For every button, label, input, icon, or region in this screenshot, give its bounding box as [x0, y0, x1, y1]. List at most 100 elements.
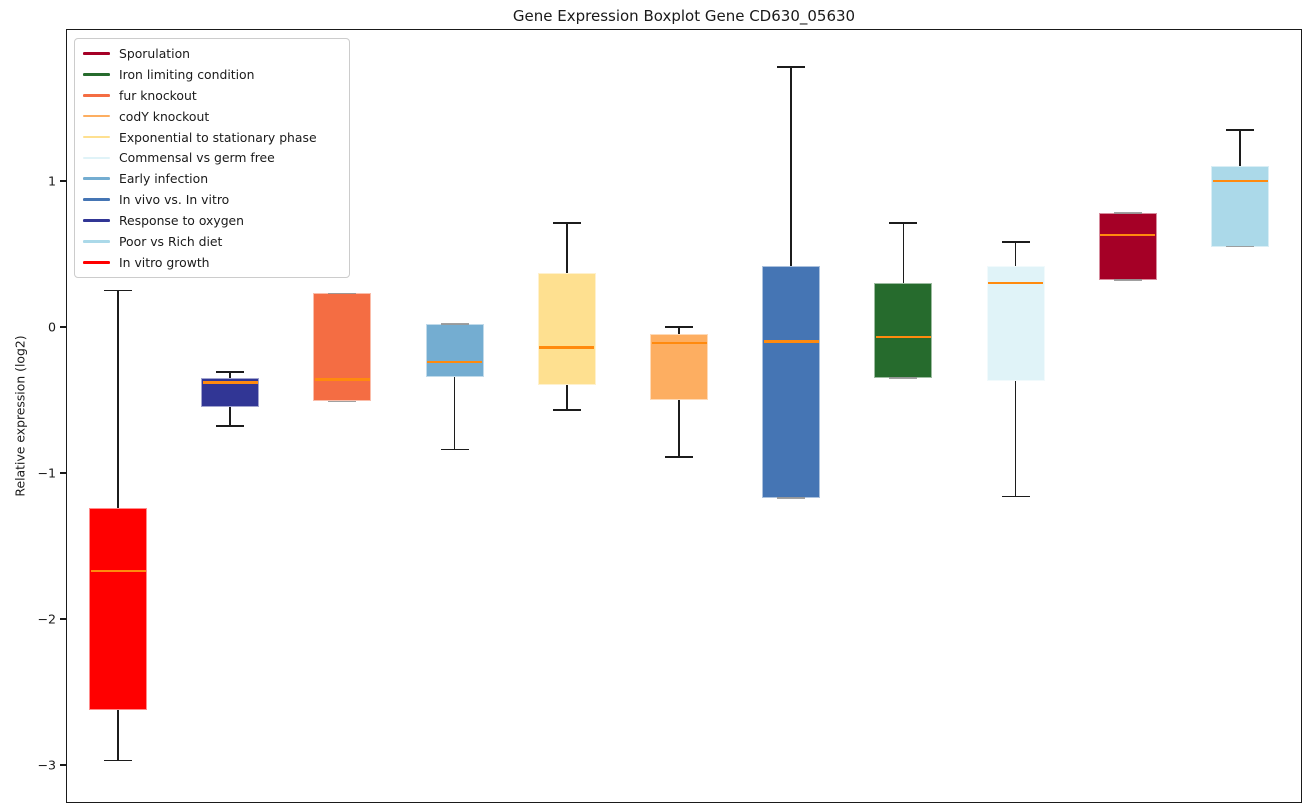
legend-label: fur knockout — [119, 87, 197, 103]
whisker-line — [790, 66, 792, 266]
y-tick-label: −3 — [37, 757, 56, 773]
legend-label: Early infection — [119, 171, 209, 187]
legend-item-poor-vs-rich-diet: Poor vs Rich diet — [83, 231, 339, 252]
whisker-line — [566, 223, 568, 273]
whisker-cap — [889, 377, 918, 379]
median-line — [1212, 179, 1268, 183]
whisker-cap — [440, 448, 469, 451]
box-iron-limiting-condition — [874, 283, 933, 379]
legend-item-in-vivo-vs-in-vitro: In vivo vs. In vitro — [83, 189, 339, 210]
whisker-cap — [1113, 212, 1142, 214]
legend-swatch — [83, 219, 110, 222]
legend-item-early-infection: Early infection — [83, 168, 339, 189]
median-line — [202, 381, 258, 384]
whisker-cap — [216, 371, 245, 373]
legend-swatch — [83, 156, 110, 160]
legend-label: Sporulation — [119, 45, 191, 61]
whisker-line — [229, 407, 231, 427]
whisker-cap — [777, 66, 806, 68]
whisker-cap — [552, 222, 581, 225]
legend-item-fur-knockout: fur knockout — [83, 85, 339, 106]
whisker-line — [117, 290, 119, 508]
whisker-cap — [777, 496, 806, 499]
whisker-line — [678, 399, 680, 457]
whisker-line — [229, 372, 231, 379]
median-line — [427, 360, 483, 364]
legend-label: In vitro growth — [119, 254, 210, 270]
whisker-cap — [665, 456, 693, 458]
whisker-cap — [328, 400, 357, 403]
legend-item-iron-limiting-condition: Iron limiting condition — [83, 64, 339, 85]
legend-label: In vivo vs. In vitro — [119, 192, 230, 208]
box-poor-vs-rich-diet — [1211, 166, 1269, 247]
box-fur-knockout — [313, 293, 372, 402]
legend-item-response-to-oxygen: Response to oxygen — [83, 210, 339, 231]
legend-label: Iron limiting condition — [119, 66, 255, 82]
whisker-line — [902, 223, 905, 284]
legend-swatch — [83, 114, 110, 118]
legend-item-sporulation: Sporulation — [83, 43, 339, 64]
box-early-infection — [425, 323, 484, 377]
median-line — [763, 340, 819, 343]
y-tick-mark — [60, 326, 66, 328]
whisker-line — [566, 385, 568, 411]
y-tick-mark — [60, 764, 66, 766]
legend-label: Exponential to stationary phase — [119, 129, 317, 145]
y-tick-label: −1 — [37, 465, 56, 481]
legend-swatch — [83, 261, 110, 264]
median-line — [539, 346, 595, 349]
whisker-cap — [1001, 241, 1030, 243]
whisker-cap — [328, 292, 357, 295]
box-commensal-vs-germ-free — [986, 265, 1045, 381]
legend: Sporulation Iron limiting condition fur kn… — [74, 38, 350, 278]
whisker-cap — [440, 323, 469, 325]
whisker-cap — [665, 326, 693, 328]
whisker-line — [453, 376, 456, 450]
whisker-cap — [552, 409, 581, 411]
box-exponential-to-stationary-phase — [537, 272, 596, 386]
whisker-cap — [889, 222, 918, 225]
box-sporulation — [1098, 213, 1157, 281]
legend-label: Commensal vs germ free — [119, 150, 275, 166]
legend-swatch — [83, 177, 110, 181]
whisker-cap — [1226, 245, 1254, 248]
legend-item-exponential-to-stationary-phase: Exponential to stationary phase — [83, 127, 339, 148]
box-in-vitro-growth — [89, 508, 147, 710]
y-tick-mark — [60, 180, 66, 182]
whisker-line — [1014, 380, 1017, 497]
box-in-vivo-vs-in-vitro — [762, 265, 821, 498]
legend-swatch — [83, 135, 110, 139]
legend-swatch — [83, 73, 110, 76]
y-tick-mark — [60, 472, 66, 474]
median-line — [988, 281, 1044, 285]
legend-item-cody-knockout: codY knockout — [83, 106, 339, 127]
median-line — [1100, 233, 1156, 237]
whisker-line — [678, 326, 680, 335]
chart-title: Gene Expression Boxplot Gene CD630_05630 — [512, 7, 856, 25]
median-line — [90, 569, 146, 572]
whisker-line — [1239, 129, 1241, 167]
median-line — [314, 378, 370, 381]
legend-label: codY knockout — [119, 108, 210, 124]
legend-label: Response to oxygen — [119, 213, 245, 229]
legend-swatch — [83, 52, 110, 55]
y-tick-label: −2 — [37, 611, 56, 627]
y-tick-label: 0 — [47, 319, 56, 335]
median-line — [875, 335, 931, 339]
whisker-line — [1014, 242, 1017, 266]
legend-item-commensal-vs-germ-free: Commensal vs germ free — [83, 147, 339, 168]
legend-swatch — [83, 198, 110, 201]
box-cody-knockout — [650, 334, 708, 400]
whisker-cap — [1226, 128, 1254, 131]
legend-item-in-vitro-growth: In vitro growth — [83, 252, 339, 273]
whisker-line — [117, 709, 119, 761]
whisker-cap — [216, 425, 245, 428]
whisker-cap — [1001, 495, 1030, 498]
legend-label: Poor vs Rich diet — [119, 233, 223, 249]
y-tick-label: 1 — [47, 173, 56, 189]
legend-swatch — [83, 93, 110, 97]
whisker-cap — [104, 759, 132, 762]
legend-swatch — [83, 240, 110, 243]
whisker-cap — [1113, 279, 1142, 281]
